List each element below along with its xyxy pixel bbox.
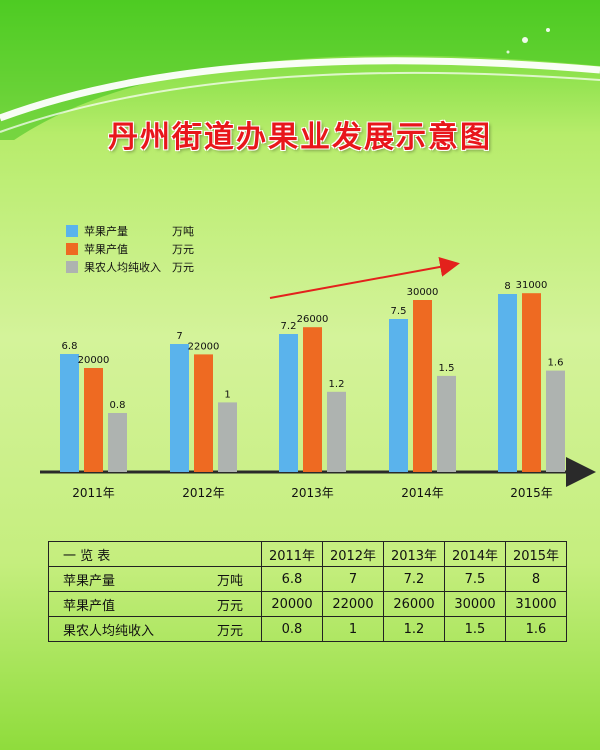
row-label-text: 苹果产量	[63, 573, 116, 589]
data-label: 30000	[407, 287, 439, 298]
table-year: 2013年	[383, 541, 445, 567]
legend-item-value: 苹果产值 万元	[66, 240, 194, 258]
data-label: 0.8	[110, 400, 126, 411]
bar-2014年-苹果产值	[413, 300, 432, 472]
table-cell: 30000	[444, 591, 506, 617]
bar-2012年-苹果产值	[194, 354, 213, 472]
table-year: 2014年	[444, 541, 506, 567]
legend-item-income: 果农人均纯收入 万元	[66, 258, 194, 276]
data-label: 6.8	[62, 341, 78, 352]
data-label: 7	[176, 331, 182, 342]
data-label: 1.6	[548, 358, 564, 369]
row-label: 苹果产值 万元	[48, 591, 262, 617]
row-label-text: 果农人均纯收入	[63, 623, 155, 639]
table-year: 2015年	[505, 541, 567, 567]
page-title: 丹州街道办果业发展示意图	[108, 120, 492, 155]
row-unit: 万吨	[216, 573, 243, 589]
bar-2015年-果农人均纯收入	[546, 370, 565, 472]
bar-2013年-苹果产值	[303, 327, 322, 472]
legend-name: 果农人均纯收入	[84, 261, 161, 274]
table-cell: 1.6	[505, 616, 567, 642]
data-label: 22000	[188, 341, 220, 352]
row-label-text: 苹果产值	[63, 598, 116, 614]
data-label: 1.2	[329, 379, 345, 390]
table-year: 2011年	[261, 541, 323, 567]
table-cell: 1.5	[444, 616, 506, 642]
table-row: 苹果产值 万元 20000 22000 26000 30000 31000	[48, 591, 567, 617]
table-cell: 7	[322, 566, 384, 592]
legend-unit: 万元	[172, 261, 194, 274]
bar-2012年-果农人均纯收入	[218, 402, 237, 472]
legend-swatch-income	[66, 261, 78, 273]
header-swoosh-decoration	[0, 0, 600, 140]
table-cell: 26000	[383, 591, 445, 617]
table-cell: 7.5	[444, 566, 506, 592]
bar-2014年-苹果产量	[389, 319, 408, 472]
data-label: 20000	[78, 355, 110, 366]
bar-2013年-果农人均纯收入	[327, 391, 346, 472]
chart-legend: 苹果产量 万吨 苹果产值 万元 果农人均纯收入 万元	[66, 222, 194, 276]
legend-name: 苹果产值	[84, 243, 128, 256]
row-label: 果农人均纯收入 万元	[48, 616, 262, 642]
bar-2012年-苹果产量	[170, 344, 189, 472]
bar-2014年-果农人均纯收入	[437, 375, 456, 472]
row-unit: 万元	[216, 598, 243, 614]
bar-2011年-苹果产值	[84, 368, 103, 472]
data-label: 7.2	[281, 321, 297, 332]
data-label: 26000	[297, 314, 329, 325]
x-tick-label: 2011年	[72, 486, 115, 500]
x-tick-label: 2012年	[182, 486, 225, 500]
bar-2011年-苹果产量	[60, 354, 79, 472]
table-year: 2012年	[322, 541, 384, 567]
data-label: 1	[224, 389, 230, 400]
data-label: 1.5	[439, 363, 455, 374]
legend-name: 苹果产量	[84, 225, 128, 238]
x-tick-label: 2015年	[510, 486, 553, 500]
row-label: 苹果产量 万吨	[48, 566, 262, 592]
x-tick-label: 2013年	[291, 486, 334, 500]
legend-swatch-production	[66, 225, 78, 237]
table-cell: 31000	[505, 591, 567, 617]
data-label: 31000	[516, 280, 548, 291]
table-row: 苹果产量 万吨 6.8 7 7.2 7.5 8	[48, 566, 567, 592]
table-cell: 8	[505, 566, 567, 592]
bar-2015年-苹果产值	[522, 293, 541, 472]
table-cell: 20000	[261, 591, 323, 617]
trend-arrow	[269, 257, 460, 299]
table-cell: 7.2	[383, 566, 445, 592]
legend-item-production: 苹果产量 万吨	[66, 222, 194, 240]
legend-swatch-value	[66, 243, 78, 255]
x-tick-label: 2014年	[401, 486, 444, 500]
table-cell: 0.8	[261, 616, 323, 642]
bar-2015年-苹果产量	[498, 294, 517, 472]
row-unit: 万元	[216, 623, 243, 639]
legend-unit: 万吨	[172, 225, 194, 238]
table-header-row: 一 览 表 2011年 2012年 2013年 2014年 2015年	[48, 541, 567, 567]
legend-unit: 万元	[172, 243, 194, 256]
data-label: 7.5	[391, 306, 407, 317]
data-table: 一 览 表 2011年 2012年 2013年 2014年 2015年 苹果产量…	[48, 541, 567, 642]
table-header: 一 览 表	[48, 541, 262, 567]
bar-2011年-果农人均纯收入	[108, 413, 127, 472]
data-label: 8	[504, 281, 510, 292]
table-cell: 1	[322, 616, 384, 642]
table-cell: 6.8	[261, 566, 323, 592]
table-row: 果农人均纯收入 万元 0.8 1 1.2 1.5 1.6	[48, 616, 567, 642]
table-cell: 22000	[322, 591, 384, 617]
table-cell: 1.2	[383, 616, 445, 642]
bar-2013年-苹果产量	[279, 334, 298, 472]
